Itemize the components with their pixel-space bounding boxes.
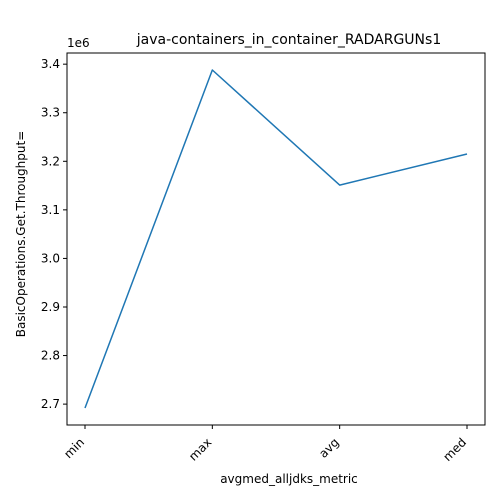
x-tick-label: min: [61, 435, 87, 461]
y-tick-label: 2.9: [41, 300, 60, 314]
x-tick-label: med: [440, 435, 469, 464]
y-tick-label: 3.1: [41, 203, 60, 217]
series-layer: [84, 69, 468, 409]
plot-frame: [66, 52, 486, 426]
x-tick-label: max: [186, 435, 214, 463]
chart-title: java-containers_in_container_RADARGUNs1: [136, 32, 441, 48]
x-axis-label: avgmed_alljdks_metric: [220, 472, 358, 486]
y-tick-label: 3.4: [41, 57, 60, 71]
x-axis-ticks: min max avg med: [61, 425, 469, 464]
y-axis-ticks: 2.7 2.8 2.9 3.0 3.1 3.2 3.3 3.4: [41, 57, 67, 411]
y-tick-label: 3.2: [41, 154, 60, 168]
y-tick-label: 3.3: [41, 106, 60, 120]
y-tick-label: 3.0: [41, 251, 60, 265]
series-line: [84, 69, 468, 409]
plot-area: [66, 52, 486, 426]
y-tick-label: 2.7: [41, 397, 60, 411]
y-axis-offset-label: 1e6: [67, 36, 90, 50]
y-axis-label: BasicOperations.Get.Throughput=: [14, 131, 28, 338]
y-tick-label: 2.8: [41, 349, 60, 363]
x-tick-label: avg: [316, 435, 342, 461]
